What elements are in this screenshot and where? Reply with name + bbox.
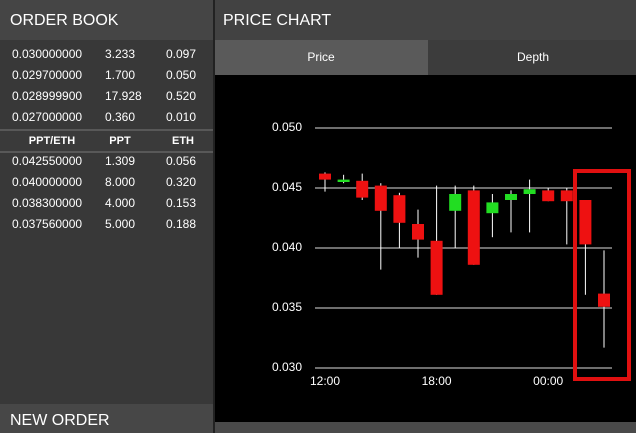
tab-label[interactable]: Depth	[517, 50, 549, 64]
ask-cell: 0.050	[166, 68, 196, 82]
bid-cell: 8.000	[105, 175, 135, 189]
bid-cell: 0.040000000	[12, 175, 82, 189]
x-tick-label: 12:00	[310, 374, 340, 388]
order-book-title: ORDER BOOK	[10, 12, 119, 29]
new-order-title: NEW ORDER	[10, 412, 110, 429]
y-tick-label: 0.050	[272, 120, 302, 134]
bid-cell: 0.038300000	[12, 196, 82, 210]
column-header-label: PPT	[109, 135, 131, 147]
bid-cell: 0.037560000	[12, 217, 82, 231]
candle-body	[319, 173, 331, 180]
ask-cell: 0.030000000	[12, 47, 82, 61]
candle-body	[430, 240, 443, 295]
y-tick-label: 0.035	[272, 300, 302, 314]
x-tick-label: 18:00	[422, 374, 452, 388]
candle-body	[467, 190, 480, 265]
candle-body	[523, 189, 536, 194]
order-book-header	[0, 0, 213, 40]
price-chart-header	[215, 0, 636, 40]
column-header-label: ETH	[172, 135, 194, 147]
y-tick-label: 0.030	[272, 360, 302, 374]
bid-cell: 0.056	[166, 154, 196, 168]
ask-cell: 0.028999900	[12, 89, 82, 103]
column-header-label: PPT/ETH	[29, 135, 76, 147]
ask-cell: 0.360	[105, 110, 135, 124]
bid-cell: 0.320	[166, 175, 196, 189]
candle-body	[542, 190, 555, 202]
ask-cell: 0.097	[166, 47, 196, 61]
candle-body	[486, 202, 499, 214]
candle-body	[374, 185, 387, 211]
divider	[213, 0, 215, 433]
tab-label[interactable]: Price	[307, 50, 335, 64]
bottom-bar	[215, 422, 636, 433]
candle-body	[337, 179, 350, 182]
bid-cell: 5.000	[105, 217, 135, 231]
candle-body	[579, 200, 592, 245]
candle-body	[449, 194, 462, 211]
bid-cell: 0.188	[166, 217, 196, 231]
x-tick-label: 00:00	[533, 374, 563, 388]
bid-cell: 0.042550000	[12, 154, 82, 168]
highlight-box	[573, 169, 631, 381]
ask-cell: 0.027000000	[12, 110, 82, 124]
candle-body	[560, 190, 573, 202]
candle-body	[393, 195, 406, 223]
order-book-panel	[0, 0, 213, 433]
ask-cell: 17.928	[105, 89, 142, 103]
y-tick-label: 0.045	[272, 180, 302, 194]
ask-cell: 0.010	[166, 110, 196, 124]
candle-body	[356, 180, 369, 198]
ask-cell: 3.233	[105, 47, 135, 61]
candle-body	[598, 293, 610, 307]
candle-body	[412, 224, 424, 240]
ask-cell: 0.520	[166, 89, 196, 103]
bid-cell: 1.309	[105, 154, 135, 168]
tab-depth[interactable]	[428, 40, 636, 75]
tab-price[interactable]	[215, 40, 428, 75]
ask-cell: 1.700	[105, 68, 135, 82]
ask-cell: 0.029700000	[12, 68, 82, 82]
new-order-header	[0, 404, 213, 433]
bid-cell: 0.153	[166, 196, 196, 210]
y-tick-label: 0.040	[272, 240, 302, 254]
bid-cell: 4.000	[105, 196, 135, 210]
price-chart-title: PRICE CHART	[223, 12, 331, 29]
candle-body	[505, 194, 517, 200]
column-header	[0, 130, 213, 152]
